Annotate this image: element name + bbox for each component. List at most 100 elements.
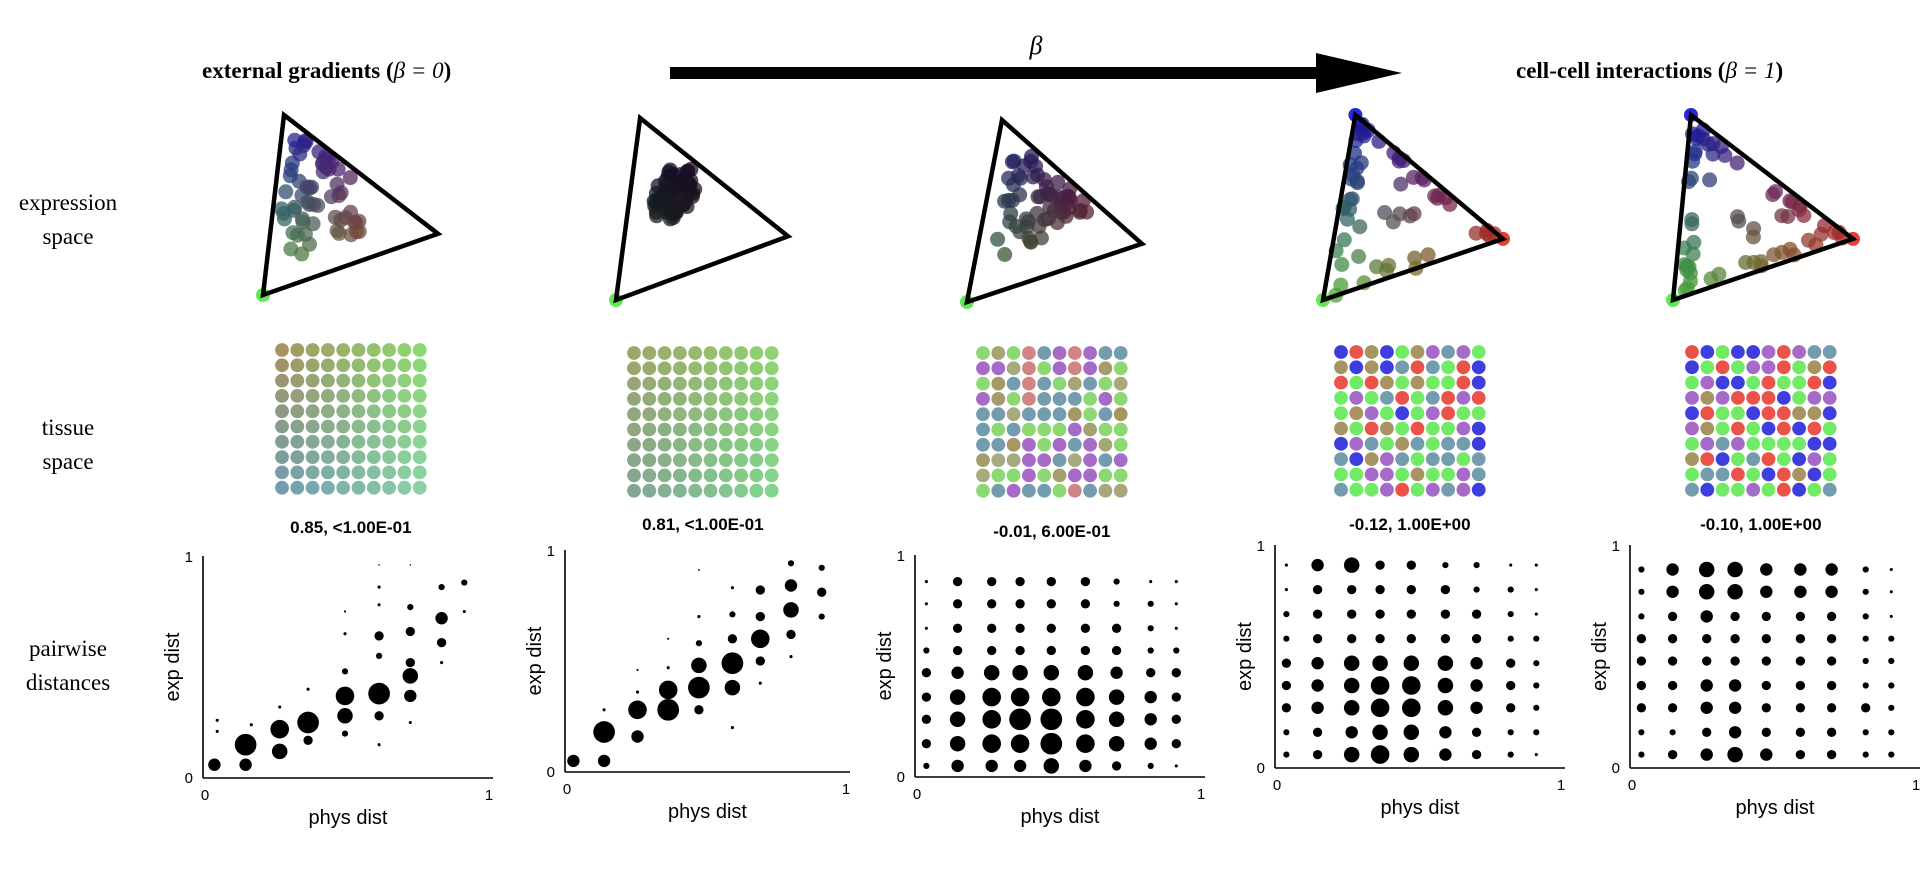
pairwise-distance-plot: 0 1 0 1 phys dist exp dist	[874, 548, 1205, 828]
tissue-cell	[991, 453, 1006, 467]
distance-bubble	[1506, 703, 1516, 713]
distance-bubble	[1702, 727, 1712, 737]
tissue-cell	[1456, 406, 1471, 421]
tissue-cell	[1731, 391, 1745, 405]
distance-bubble	[1108, 711, 1125, 728]
tissue-cell	[718, 422, 733, 437]
tissue-cell	[1083, 376, 1097, 391]
tissue-cell	[749, 437, 764, 452]
distance-bubble	[924, 626, 928, 630]
distance-bubble	[1111, 623, 1122, 633]
tissue-cell	[1425, 436, 1440, 451]
distance-bubble	[1442, 562, 1449, 569]
distance-bubble	[751, 629, 770, 649]
expression-dot	[305, 216, 321, 232]
x-tick-label: 1	[1197, 786, 1205, 803]
tissue-cell	[703, 483, 718, 498]
expression-dot	[1377, 205, 1393, 220]
tissue-cell	[1471, 482, 1486, 497]
tissue-cell	[1098, 437, 1113, 452]
tissue-cell	[1052, 437, 1067, 452]
distance-bubble	[1471, 634, 1482, 644]
tissue-cell	[275, 434, 289, 449]
tissue-cell	[703, 437, 718, 452]
distance-bubble	[1507, 586, 1514, 593]
correlation-stat: 0.81, <1.00E-01	[642, 515, 763, 534]
correlation-stat: -0.01, 6.00E-01	[993, 522, 1110, 541]
distance-bubble	[985, 759, 998, 773]
expression-dot	[1041, 211, 1056, 226]
tissue-cell	[1746, 391, 1761, 405]
distance-bubble	[1862, 751, 1869, 758]
distance-bubble	[730, 726, 734, 730]
distance-bubble	[1144, 713, 1157, 726]
tissue-cell	[1715, 345, 1730, 359]
distance-bubble	[1826, 611, 1837, 622]
tissue-cell	[718, 483, 733, 498]
distance-bubble	[952, 576, 963, 587]
distance-bubble	[952, 599, 963, 609]
distance-bubble	[1046, 576, 1056, 587]
tissue-cell	[1761, 406, 1776, 421]
tissue-cell	[336, 434, 351, 449]
distance-bubble	[1700, 748, 1713, 761]
distance-bubble	[1861, 703, 1871, 713]
tissue-cell	[764, 392, 779, 406]
distance-bubble	[1534, 563, 1538, 567]
distance-bubble	[1889, 614, 1893, 618]
distance-bubble	[270, 719, 290, 739]
tissue-cell	[764, 468, 779, 483]
tissue-cell	[718, 453, 733, 467]
tissue-cell	[1364, 345, 1379, 359]
tissue-cell	[1395, 452, 1410, 466]
correlation-stat: -0.12, 1.00E+00	[1349, 515, 1470, 534]
y-tick-label: 0	[1257, 760, 1265, 777]
distance-bubble	[461, 579, 468, 586]
tissue-cell	[1364, 467, 1379, 482]
y-tick-label: 1	[897, 548, 905, 565]
distance-bubble	[697, 569, 700, 571]
tissue-cell	[1425, 360, 1440, 375]
tissue-cell	[673, 376, 687, 391]
tissue-cell	[1022, 422, 1036, 437]
distance-bubble	[405, 657, 415, 668]
distance-bubble	[1667, 749, 1678, 760]
tissue-cell	[1731, 375, 1745, 390]
tissue-cell	[397, 343, 412, 357]
distance-bubble	[593, 721, 615, 743]
tissue-cell	[1792, 436, 1806, 451]
distance-bubble	[377, 585, 381, 589]
expression-dot	[287, 132, 303, 148]
expression-dot	[1333, 277, 1349, 293]
tissue-cell	[1410, 452, 1425, 466]
expression-dot	[1344, 191, 1360, 207]
tissue-cell	[412, 434, 427, 449]
distance-bubble	[694, 705, 704, 715]
distance-bubble	[1702, 656, 1712, 666]
tissue-cell	[1471, 452, 1486, 466]
distance-bubble	[987, 576, 997, 587]
expression-dot	[1429, 190, 1445, 206]
distance-bubble	[1888, 682, 1895, 689]
tissue-cell	[749, 468, 764, 483]
distance-bubble	[1667, 703, 1678, 713]
y-axis-label: exp dist	[162, 632, 184, 701]
tissue-cell	[734, 392, 748, 406]
tissue-cell	[1822, 360, 1837, 375]
distance-bubble	[691, 657, 707, 674]
tissue-cell	[1425, 482, 1440, 497]
tissue-cell	[1746, 482, 1761, 497]
tissue-cell	[1334, 436, 1348, 451]
expression-dot	[283, 162, 299, 178]
pairwise-distance-plot: 0 1 0 1 phys dist exp dist	[162, 549, 493, 829]
tissue-cell	[1083, 483, 1097, 498]
expression-dot	[287, 199, 303, 215]
distance-bubble	[1345, 726, 1358, 739]
y-axis-label: exp dist	[1589, 622, 1611, 691]
distance-bubble	[666, 666, 670, 670]
expression-dot	[1018, 211, 1034, 227]
tissue-cell	[1456, 452, 1471, 466]
tissue-cell	[749, 376, 764, 391]
tissue-cell	[1022, 437, 1036, 452]
distance-bubble	[1347, 609, 1357, 619]
